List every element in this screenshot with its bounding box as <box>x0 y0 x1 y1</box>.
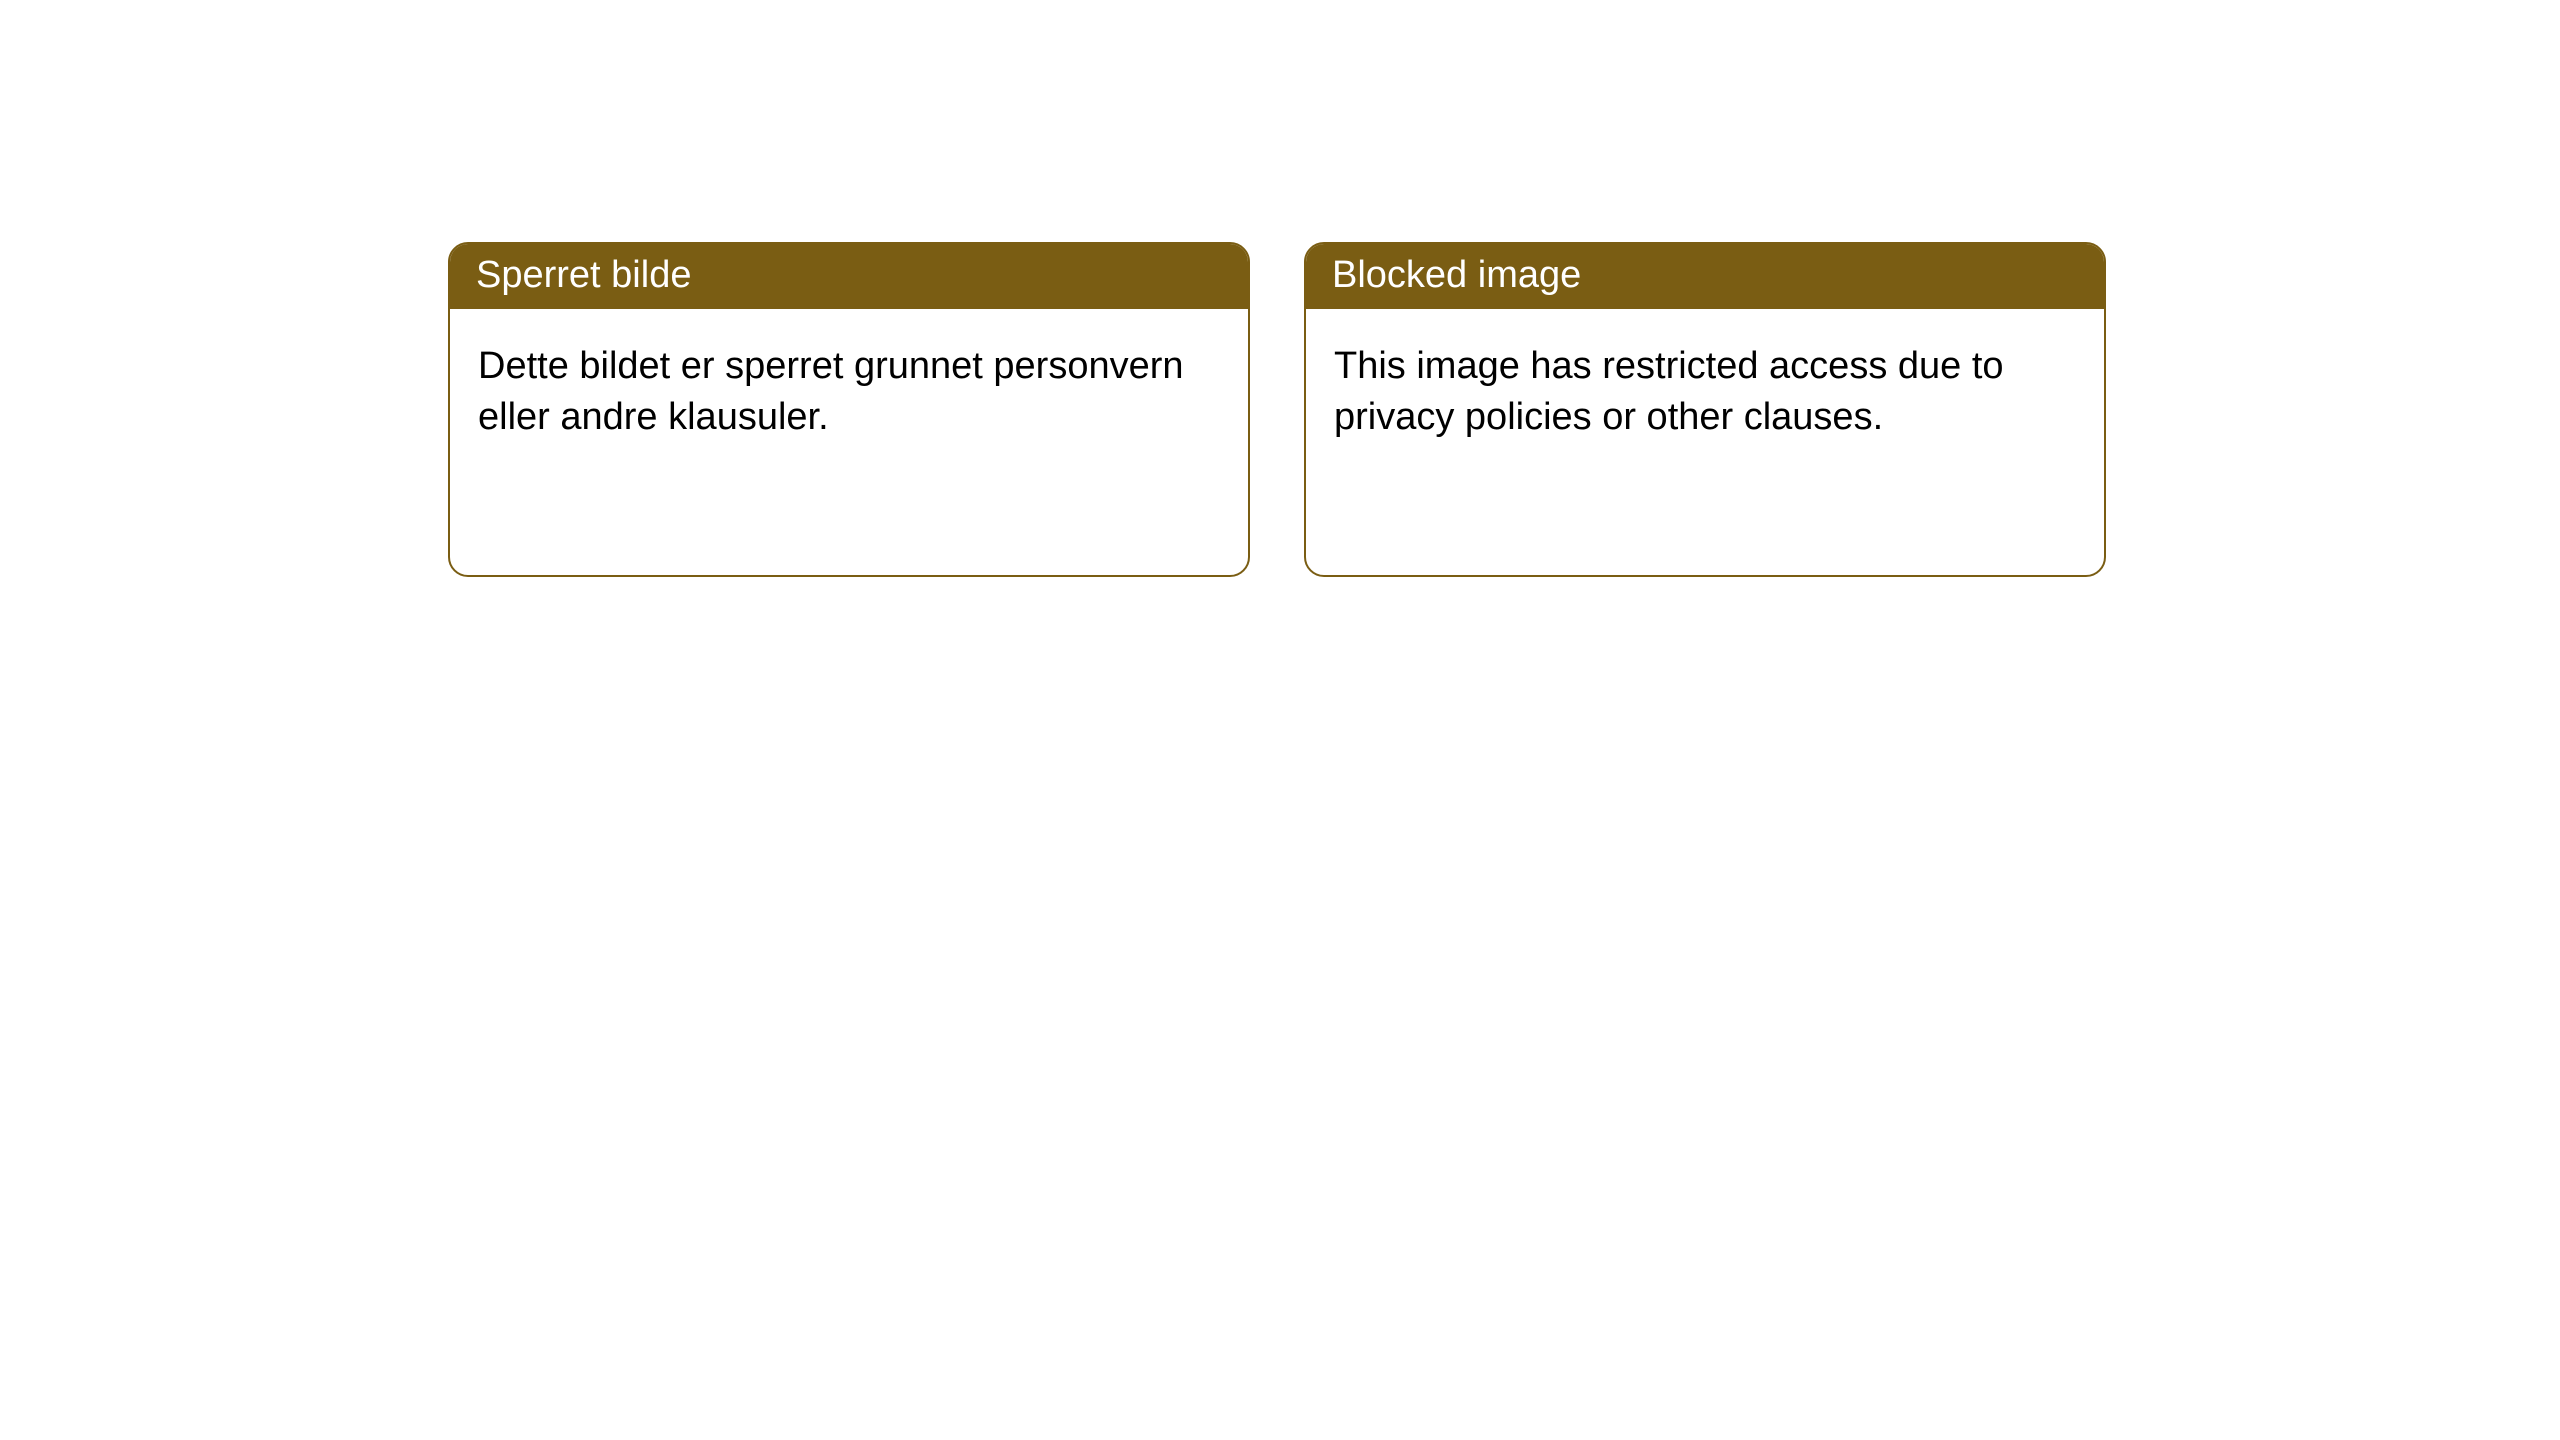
blocked-image-card-en: Blocked image This image has restricted … <box>1304 242 2106 577</box>
card-body-text: This image has restricted access due to … <box>1306 309 2104 476</box>
notice-container: Sperret bilde Dette bildet er sperret gr… <box>0 0 2560 577</box>
card-title: Blocked image <box>1306 244 2104 309</box>
blocked-image-card-no: Sperret bilde Dette bildet er sperret gr… <box>448 242 1250 577</box>
card-body-text: Dette bildet er sperret grunnet personve… <box>450 309 1248 476</box>
card-title: Sperret bilde <box>450 244 1248 309</box>
